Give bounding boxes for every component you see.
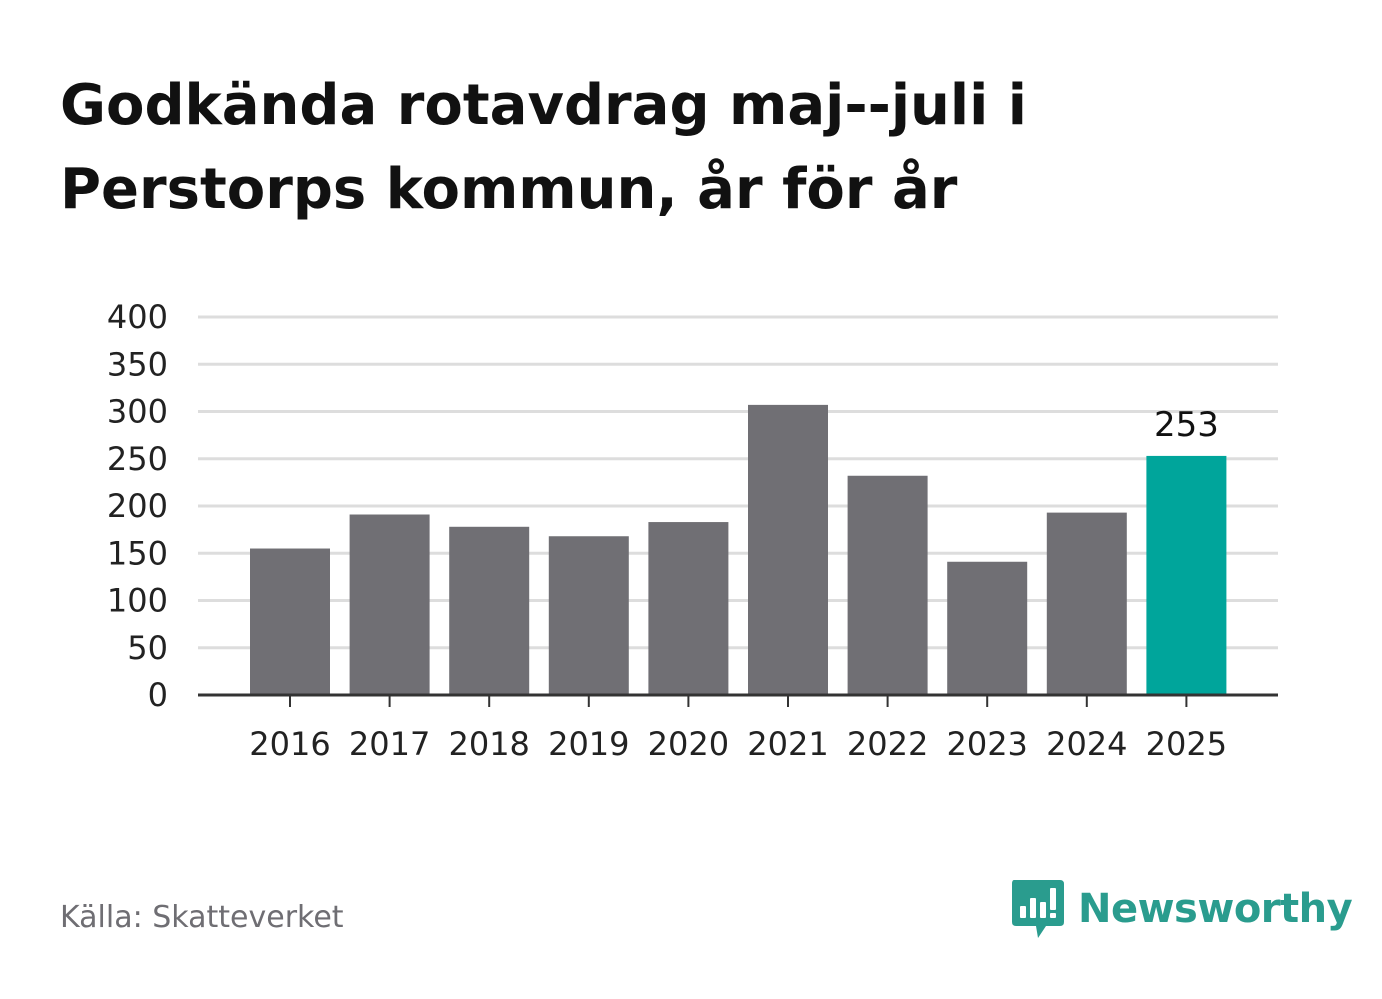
data-labels: 253	[1154, 405, 1219, 445]
bar-2025	[1146, 455, 1227, 695]
bar-2023	[947, 561, 1028, 695]
x-tick-label: 2025	[1146, 725, 1227, 763]
bar-2022	[847, 475, 928, 695]
x-tick-label: 2022	[847, 725, 928, 763]
y-tick-label: 400	[107, 298, 168, 336]
bar-2021	[748, 404, 828, 695]
x-tick-label: 2018	[448, 725, 529, 763]
x-tick-label: 2017	[349, 725, 430, 763]
chart-title: Godkända rotavdrag maj--juli i Perstorps…	[60, 73, 1027, 222]
x-tick-label: 2019	[548, 725, 629, 763]
bar-2016	[250, 548, 330, 695]
x-tick-label: 2023	[946, 725, 1027, 763]
y-tick-label: 350	[107, 345, 168, 383]
x-axis: 2016 2017 2018 2019 2020 2021 2022 2023 2024 2025	[198, 693, 1278, 763]
bar-2018	[449, 526, 530, 695]
y-tick-label: 100	[107, 582, 168, 620]
bar-2024	[1046, 512, 1127, 695]
y-tick-label: 150	[107, 534, 168, 572]
source-note: Källa: Skatteverket	[60, 900, 344, 935]
x-tick-label: 2024	[1046, 725, 1127, 763]
y-tick-label: 200	[107, 487, 168, 525]
brand-name: Newsworthy	[1078, 886, 1353, 932]
bar-2020	[648, 522, 729, 695]
bar-2017	[349, 514, 430, 695]
bars	[250, 404, 1227, 695]
bar-2019	[548, 536, 629, 695]
x-tick-label: 2021	[747, 725, 828, 763]
y-tick-label: 0	[148, 676, 168, 714]
newsworthy-logo-icon	[1012, 880, 1064, 938]
y-tick-label: 50	[127, 629, 168, 667]
y-axis-ticks: 0 50 100 150 200 250 300 350 400	[107, 298, 168, 714]
y-tick-label: 250	[107, 440, 168, 478]
brand-logo[interactable]: Newsworthy	[1010, 878, 1353, 940]
x-tick-label: 2020	[648, 725, 729, 763]
gridlines	[198, 315, 1278, 650]
data-label: 253	[1154, 405, 1219, 445]
x-tick-label: 2016	[249, 725, 330, 763]
y-tick-label: 300	[107, 393, 168, 431]
